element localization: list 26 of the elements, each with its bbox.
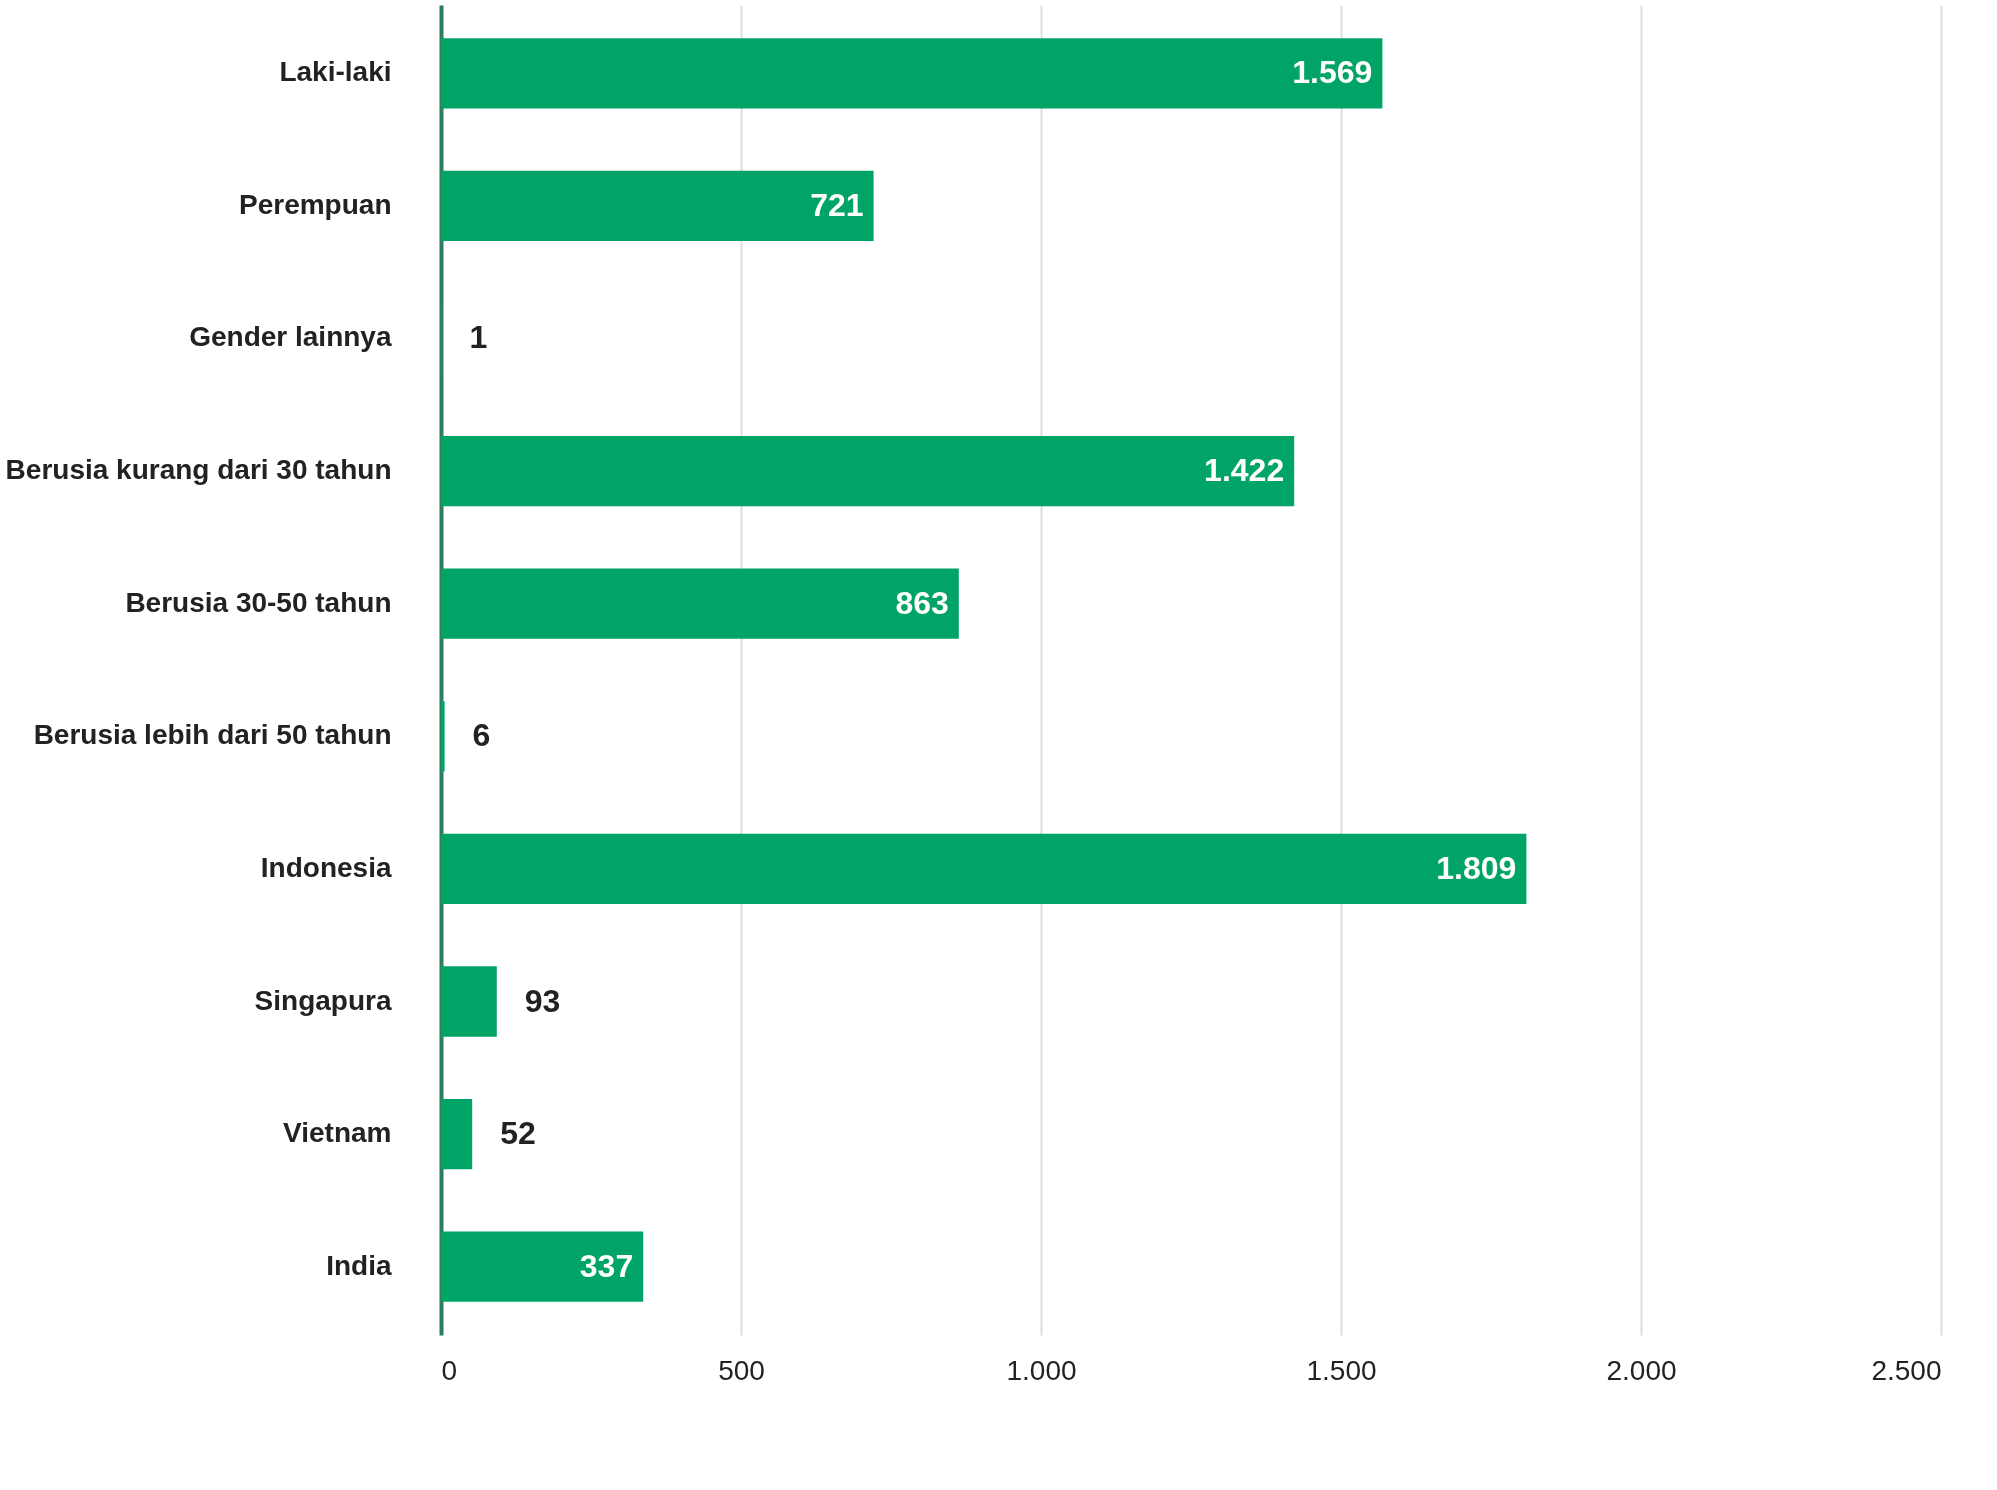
x-tick-label: 0 [441,1354,458,1386]
x-tick-label: 2.000 [1606,1354,1677,1386]
data-label: 337 [579,1247,634,1284]
x-tick-label: 500 [718,1354,765,1386]
y-tick-label: Singapura [254,984,392,1016]
y-tick-label: Indonesia [260,851,392,883]
x-tick-label: 1.000 [1006,1354,1077,1386]
y-tick-label: Laki-laki [279,56,392,88]
data-label: 1.422 [1204,452,1285,489]
data-label: 6 [472,717,491,754]
y-tick-label: Berusia 30-50 tahun [125,586,392,618]
y-tick-label: India [326,1249,392,1281]
x-tick-label: 2.500 [1871,1354,1942,1386]
data-label: 721 [810,186,864,223]
y-tick-label: Gender lainnya [189,321,392,353]
data-label: 52 [500,1115,536,1152]
data-label: 1.809 [1436,849,1517,886]
data-label: 1 [469,319,488,356]
y-tick-label: Berusia lebih dari 50 tahun [33,719,392,751]
x-tick-label: 1.500 [1306,1354,1377,1386]
data-label: 1.569 [1292,54,1373,91]
y-tick-label: Vietnam [283,1117,392,1149]
y-tick-label: Perempuan [239,188,392,220]
data-label: 863 [895,584,949,621]
data-label: 93 [524,982,561,1019]
y-tick-label: Berusia kurang dari 30 tahun [5,454,392,486]
